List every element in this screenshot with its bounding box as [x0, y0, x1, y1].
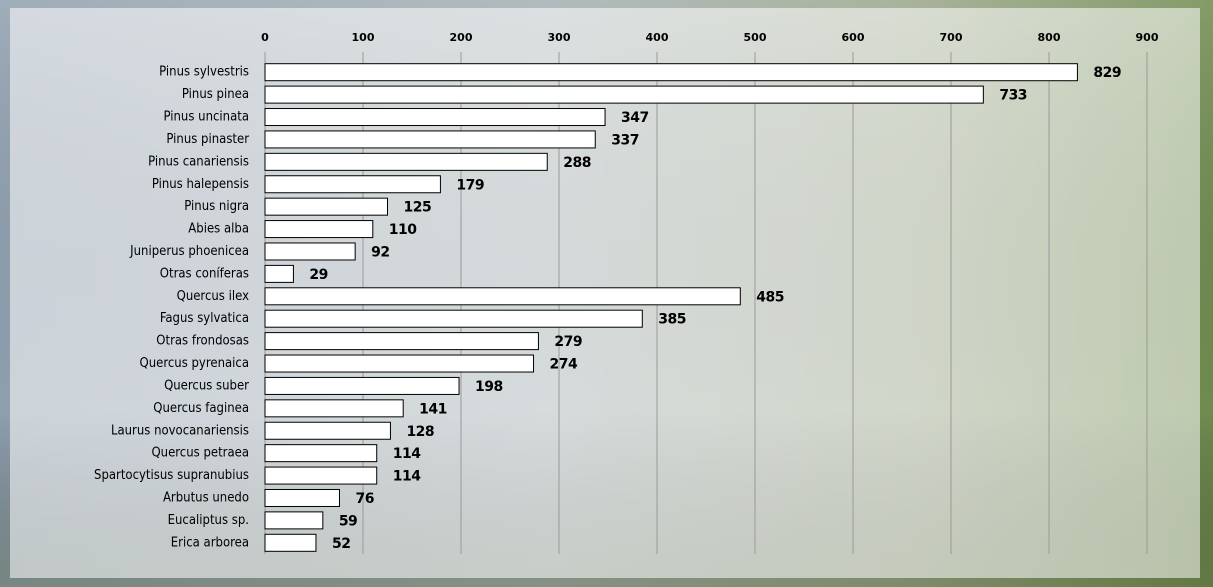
y-tick-label: Erica arborea — [171, 535, 249, 550]
value-label: 385 — [658, 312, 686, 328]
bar — [264, 152, 548, 171]
x-tick-label: 0 — [261, 31, 269, 44]
x-tick-label: 800 — [1038, 31, 1061, 44]
value-label: 288 — [563, 155, 591, 171]
bar — [264, 332, 539, 351]
y-tick-label: Otras coníferas — [160, 266, 249, 281]
x-tick-label: 900 — [1136, 31, 1159, 44]
y-tick-label: Juniperus phoenicea — [129, 244, 249, 259]
value-label: 125 — [404, 200, 432, 216]
value-label: 279 — [554, 334, 582, 350]
value-label: 29 — [309, 267, 327, 283]
value-label: 76 — [355, 491, 373, 507]
y-tick-label: Pinus halepensis — [152, 177, 249, 192]
y-tick-label: Eucaliptus sp. — [168, 513, 249, 528]
value-label: 114 — [393, 469, 421, 485]
y-tick-label: Laurus novocanariensis — [111, 423, 249, 438]
value-label: 114 — [393, 446, 421, 462]
y-tick-label: Pinus canariensis — [148, 154, 249, 169]
y-tick-label: Pinus sylvestris — [159, 65, 249, 80]
bar — [264, 287, 741, 306]
x-tick-label: 100 — [352, 31, 375, 44]
bar — [264, 376, 460, 395]
plot: 0 100 200 300 400 500 600 700 800 900 Pinus sylves… — [94, 31, 1159, 554]
y-tick-label: Quercus petraea — [151, 446, 249, 461]
bar — [264, 444, 378, 463]
value-label: 347 — [621, 110, 649, 126]
y-tick-label: Abies alba — [188, 222, 249, 237]
y-tick-label: Pinus uncinata — [164, 110, 250, 125]
bar — [264, 63, 1078, 82]
y-tick-label: Quercus pyrenaica — [140, 356, 249, 371]
x-tick-label: 600 — [842, 31, 865, 44]
value-label: 52 — [332, 536, 350, 552]
value-label: 128 — [406, 424, 434, 440]
bar — [264, 130, 596, 149]
bar — [264, 108, 606, 127]
bar — [264, 421, 391, 440]
x-tick-label: 700 — [940, 31, 963, 44]
value-label: 92 — [371, 244, 389, 260]
value-label: 179 — [456, 177, 484, 193]
bar — [264, 511, 324, 530]
value-label: 829 — [1093, 65, 1121, 81]
value-label: 198 — [475, 379, 503, 395]
value-label: 733 — [999, 88, 1027, 104]
x-tick-label: 200 — [450, 31, 473, 44]
value-label: 59 — [339, 513, 357, 529]
bar — [264, 533, 317, 552]
y-tick-label: Quercus suber — [164, 378, 249, 393]
value-label: 274 — [550, 357, 578, 373]
value-label: 110 — [389, 222, 417, 238]
x-tick-label: 400 — [646, 31, 669, 44]
y-tick-label: Pinus pinea — [182, 87, 249, 102]
bar — [264, 197, 388, 216]
y-tick-label: Arbutus unedo — [163, 490, 249, 505]
bar — [264, 488, 340, 507]
value-label: 337 — [611, 132, 639, 148]
bar — [264, 175, 441, 194]
value-label: 141 — [419, 401, 447, 417]
bar — [264, 220, 374, 239]
x-tick-label: 300 — [548, 31, 571, 44]
bar — [264, 466, 378, 485]
bar — [264, 85, 984, 104]
y-tick-label: Otras frondosas — [156, 334, 249, 349]
y-tick-label: Quercus faginea — [153, 401, 249, 416]
y-tick-label: Pinus pinaster — [166, 132, 249, 147]
y-tick-label: Spartocytisus supranubius — [94, 468, 249, 483]
x-tick-label: 500 — [744, 31, 767, 44]
bar — [264, 264, 294, 283]
y-tick-label: Fagus sylvatica — [160, 311, 249, 326]
bar — [264, 242, 356, 261]
y-tick-label: Pinus nigra — [184, 199, 249, 214]
bar — [264, 354, 535, 373]
y-tick-label: Quercus ilex — [177, 289, 249, 304]
value-label: 485 — [756, 289, 784, 305]
bar — [264, 399, 404, 418]
bar — [264, 309, 643, 328]
